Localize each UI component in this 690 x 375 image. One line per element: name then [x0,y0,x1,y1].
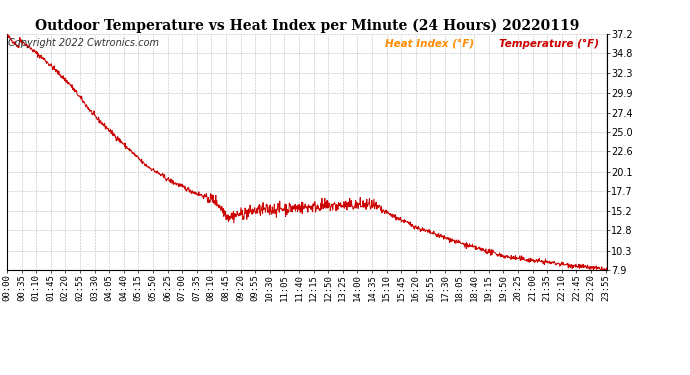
Text: Temperature (°F): Temperature (°F) [499,39,599,48]
Text: Heat Index (°F): Heat Index (°F) [385,39,474,48]
Text: Copyright 2022 Cwtronics.com: Copyright 2022 Cwtronics.com [8,39,159,48]
Title: Outdoor Temperature vs Heat Index per Minute (24 Hours) 20220119: Outdoor Temperature vs Heat Index per Mi… [35,18,579,33]
